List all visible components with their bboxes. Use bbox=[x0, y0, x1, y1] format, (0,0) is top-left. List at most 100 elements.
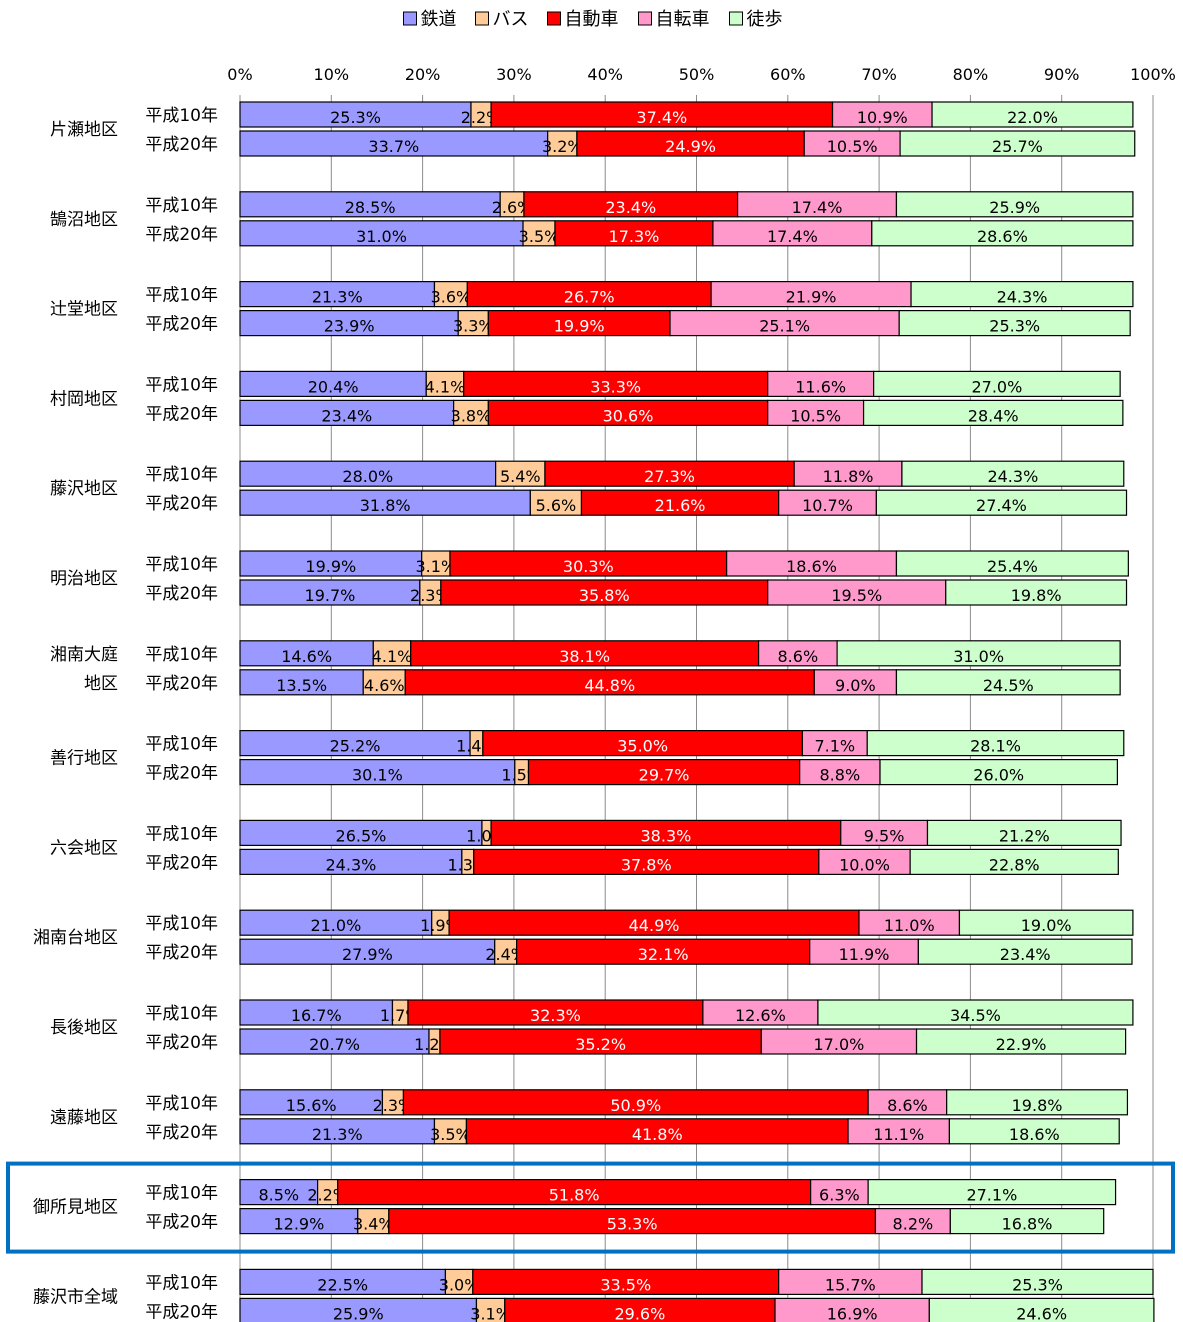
year-label: 平成20年 bbox=[145, 584, 218, 604]
data-label: 19.8% bbox=[1012, 1096, 1063, 1115]
data-label: 24.9% bbox=[665, 137, 716, 156]
bar-segment bbox=[239, 550, 423, 577]
x-tick-label: 50% bbox=[679, 65, 715, 84]
year-label: 平成10年 bbox=[145, 1273, 218, 1293]
year-label: 平成20年 bbox=[145, 1123, 218, 1143]
bar-segment bbox=[757, 640, 838, 667]
bar-segment bbox=[909, 848, 1119, 876]
data-label: 53.3% bbox=[607, 1215, 658, 1234]
data-label: 11.0% bbox=[884, 916, 935, 935]
year-label: 平成10年 bbox=[145, 824, 218, 844]
area-label: 湘南大庭 bbox=[50, 645, 118, 665]
legend-swatch bbox=[638, 11, 652, 26]
year-label: 平成20年 bbox=[145, 853, 218, 873]
data-label: 22.8% bbox=[989, 855, 1040, 874]
bar-segment bbox=[915, 1028, 1127, 1055]
bar-segment bbox=[926, 819, 1122, 847]
data-label: 21.0% bbox=[310, 916, 361, 935]
data-label: 8.5% bbox=[258, 1186, 299, 1205]
data-label: 5.4% bbox=[500, 467, 541, 486]
data-label: 9.5% bbox=[864, 826, 905, 845]
data-label: 27.3% bbox=[644, 467, 695, 486]
year-label: 平成20年 bbox=[145, 135, 218, 155]
data-label: 11.8% bbox=[823, 467, 874, 486]
data-label: 27.1% bbox=[966, 1186, 1017, 1205]
bar-segment bbox=[931, 101, 1134, 128]
data-label: 28.4% bbox=[968, 406, 1019, 425]
legend-swatch bbox=[475, 11, 489, 26]
data-label: 21.6% bbox=[655, 496, 706, 515]
data-label: 18.6% bbox=[1009, 1125, 1060, 1144]
data-label: 17.4% bbox=[792, 198, 843, 217]
legend-label: 鉄道 bbox=[421, 9, 457, 30]
bar-segment bbox=[778, 1268, 923, 1296]
area-group: 藤沢地区 平成10年 28.0% 5.4% 27.3% 11.8% 24.3% 平成20年 31… bbox=[50, 460, 1128, 516]
data-label: 19.9% bbox=[305, 557, 356, 576]
data-label: 28.5% bbox=[345, 198, 396, 217]
bar-segment bbox=[899, 130, 1136, 157]
year-label: 平成10年 bbox=[145, 735, 218, 755]
bar-segment bbox=[516, 938, 811, 965]
bar-segment bbox=[778, 489, 877, 516]
x-tick-label: 10% bbox=[314, 65, 350, 84]
legend-label: 徒歩 bbox=[747, 9, 783, 30]
data-label: 37.4% bbox=[636, 108, 687, 127]
bar-segment bbox=[439, 1028, 762, 1055]
data-label: 20.4% bbox=[308, 377, 359, 396]
x-axis-ticks: 0% 10% 20% 30% 40% 50% 60% 70% 80% 90% 100% bbox=[227, 65, 1176, 84]
data-label: 15.7% bbox=[825, 1275, 876, 1294]
bar-segment bbox=[958, 909, 1134, 936]
data-label: 25.1% bbox=[759, 317, 810, 336]
legend-item: 徒歩 bbox=[729, 9, 783, 30]
data-label: 4.1% bbox=[425, 377, 466, 396]
data-label: 37.8% bbox=[621, 855, 672, 874]
bar-segment bbox=[847, 1118, 951, 1145]
area-label: 六会地区 bbox=[50, 838, 118, 858]
data-label: 24.5% bbox=[983, 676, 1034, 695]
bar-segment bbox=[239, 909, 433, 936]
year-label: 平成20年 bbox=[145, 1302, 218, 1322]
area-label: 善行地区 bbox=[50, 749, 118, 769]
data-label: 23.4% bbox=[605, 198, 656, 217]
bar-segment bbox=[449, 550, 728, 577]
data-label: 38.1% bbox=[559, 647, 610, 666]
bar-segment bbox=[372, 640, 412, 667]
data-label: 26.5% bbox=[336, 826, 387, 845]
bar-segment bbox=[410, 640, 760, 667]
year-label: 平成10年 bbox=[145, 196, 218, 216]
bar-segment bbox=[463, 370, 769, 397]
bar-segment bbox=[767, 399, 865, 426]
bar-segment bbox=[580, 489, 780, 516]
data-label: 2.4% bbox=[485, 945, 526, 964]
data-label: 24.3% bbox=[987, 467, 1038, 486]
bar-segment bbox=[453, 399, 489, 426]
data-label: 41.8% bbox=[632, 1125, 683, 1144]
data-label: 32.1% bbox=[638, 945, 689, 964]
data-label: 29.6% bbox=[614, 1304, 665, 1322]
bar-segment bbox=[448, 909, 860, 936]
bar-segment bbox=[425, 370, 465, 397]
year-label: 平成20年 bbox=[145, 315, 218, 335]
data-label: 14.6% bbox=[281, 647, 332, 666]
area-group: 鵠沼地区 平成10年 28.5% 2.6% 23.4% 17.4% 25.9% 平成20年 31… bbox=[50, 191, 1134, 247]
legend-swatch bbox=[547, 11, 561, 26]
data-label: 16.9% bbox=[827, 1304, 878, 1322]
area-label: 片瀬地区 bbox=[50, 120, 118, 140]
data-label: 18.6% bbox=[786, 557, 837, 576]
x-tick-label: 20% bbox=[405, 65, 441, 84]
bar-segment bbox=[945, 579, 1128, 606]
data-label: 16.7% bbox=[291, 1006, 342, 1025]
data-label: 27.9% bbox=[342, 945, 393, 964]
data-label: 3.3% bbox=[453, 317, 494, 336]
data-label: 26.7% bbox=[564, 288, 615, 307]
data-label: 17.4% bbox=[767, 227, 818, 246]
year-label: 平成10年 bbox=[145, 286, 218, 306]
bar-segment bbox=[421, 550, 451, 577]
bar-segment bbox=[948, 1118, 1120, 1145]
bar-segment bbox=[801, 729, 868, 757]
data-label: 8.6% bbox=[778, 647, 819, 666]
year-label: 平成20年 bbox=[145, 943, 218, 963]
bar-segment bbox=[921, 1268, 1154, 1296]
area-label: 藤沢地区 bbox=[50, 479, 118, 499]
